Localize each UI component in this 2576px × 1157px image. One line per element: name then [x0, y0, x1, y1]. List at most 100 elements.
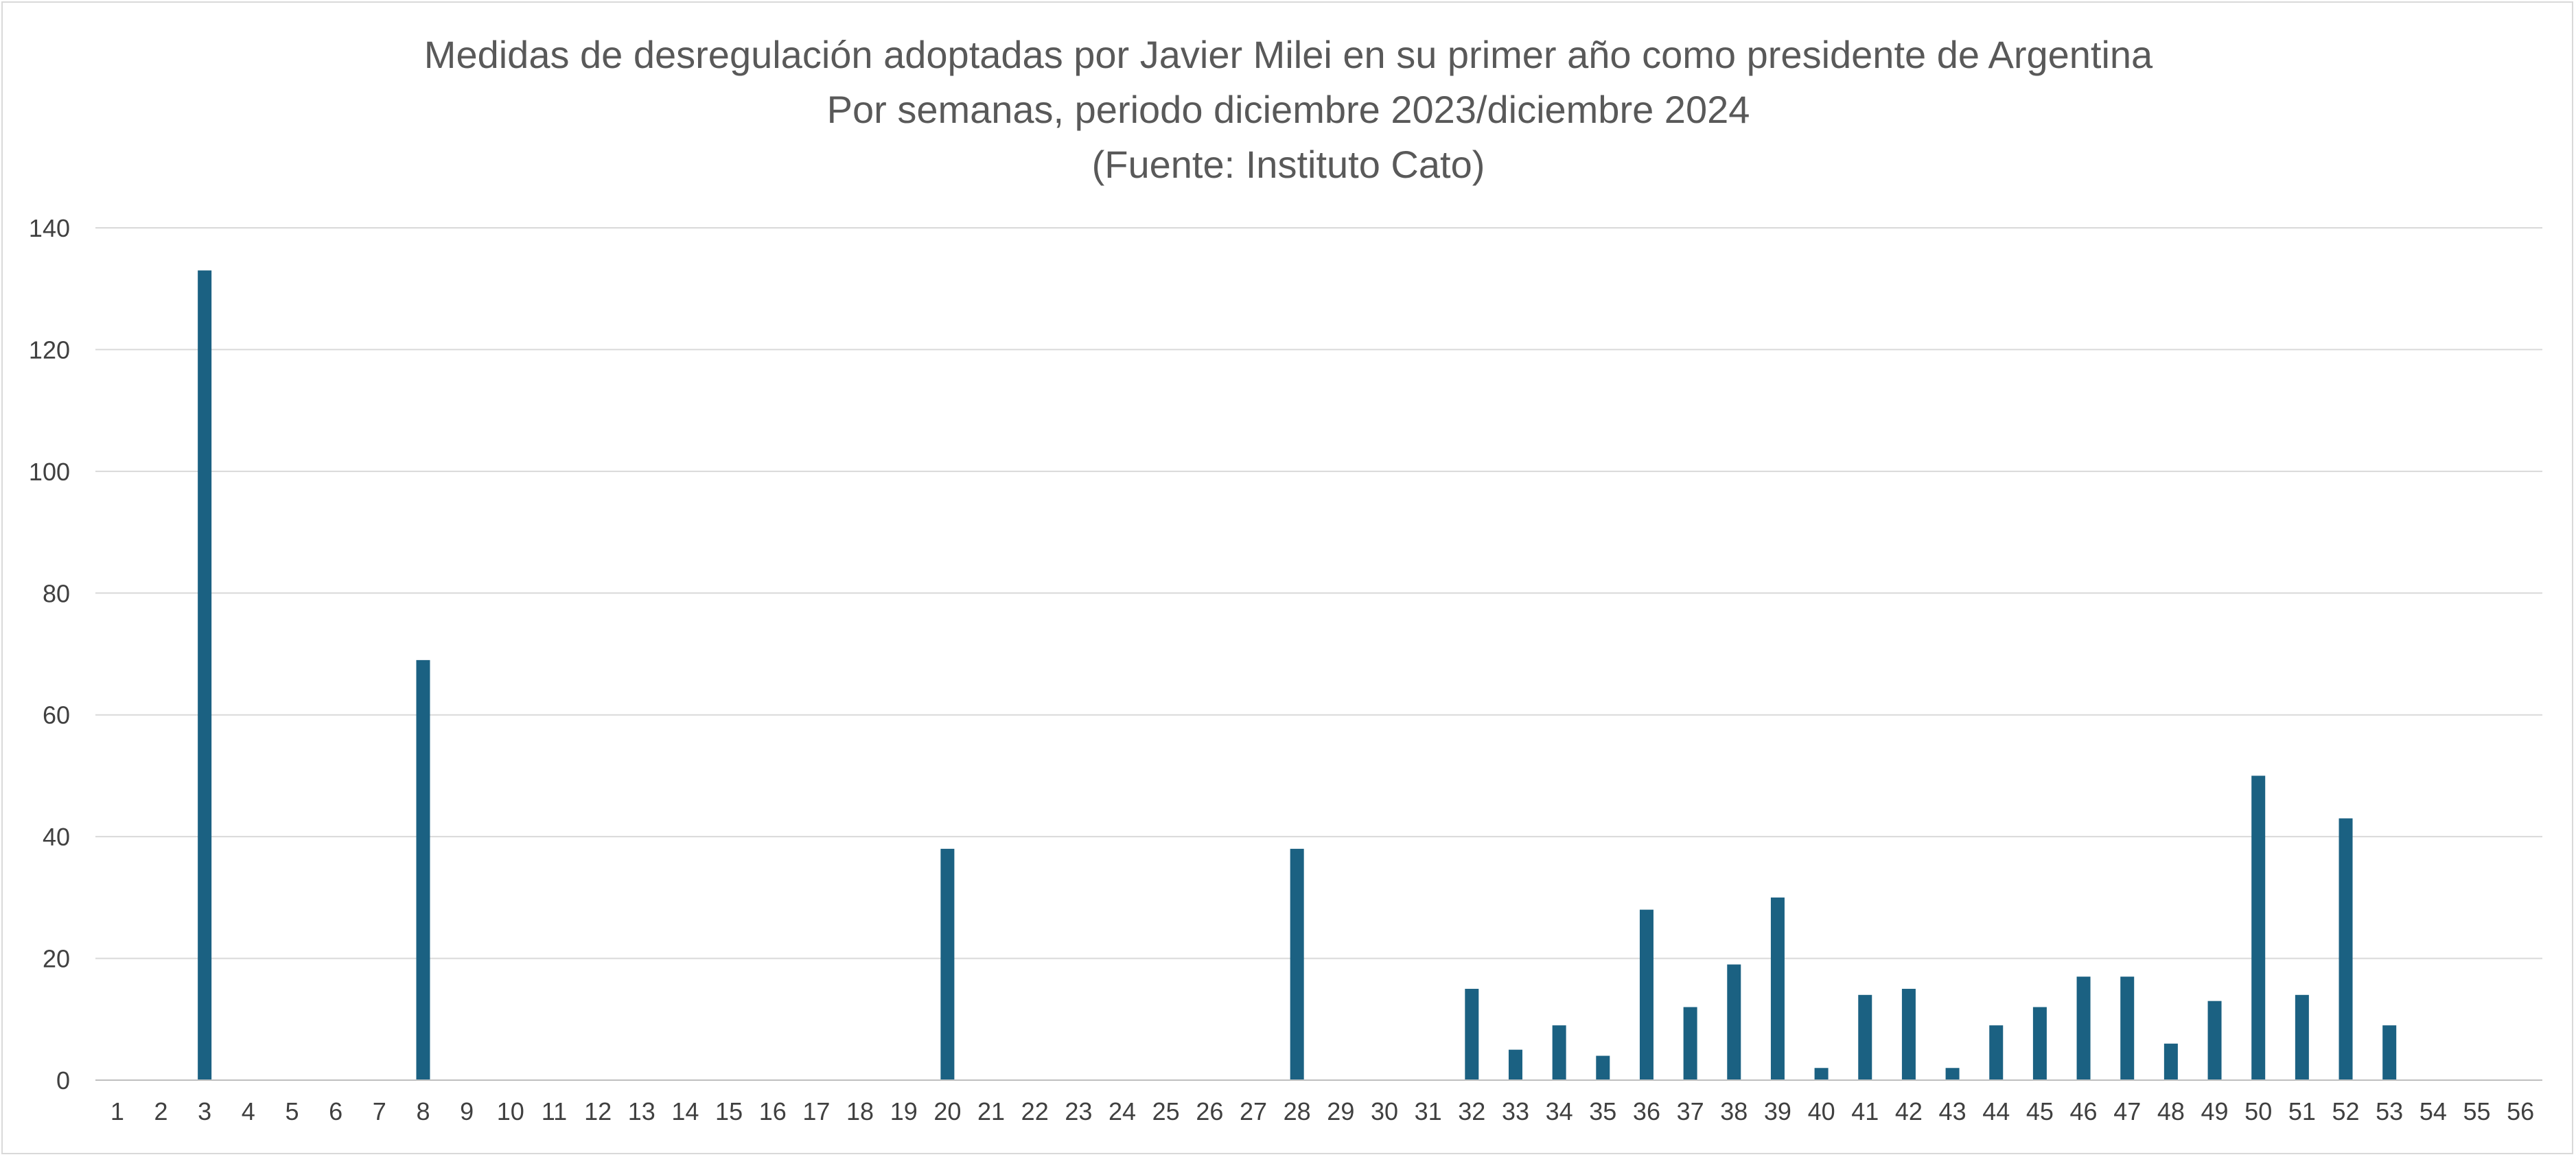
bar-week-52: [2339, 818, 2353, 1080]
bar-week-41: [1858, 994, 1872, 1080]
x-tick-label-34: 34: [1546, 1097, 1573, 1125]
x-tick-label-47: 47: [2113, 1097, 2141, 1125]
y-tick-label-80: 80: [43, 579, 70, 607]
x-tick-label-41: 41: [1851, 1097, 1879, 1125]
x-tick-label-27: 27: [1240, 1097, 1267, 1125]
x-tick-label-52: 52: [2332, 1097, 2360, 1125]
x-tick-label-14: 14: [671, 1097, 699, 1125]
bar-week-32: [1465, 988, 1479, 1080]
x-tick-label-39: 39: [1764, 1097, 1791, 1125]
x-tick-label-9: 9: [460, 1097, 474, 1125]
bar-week-38: [1727, 964, 1741, 1080]
x-tick-label-13: 13: [628, 1097, 655, 1125]
x-tick-label-30: 30: [1371, 1097, 1398, 1125]
x-tick-label-22: 22: [1021, 1097, 1049, 1125]
x-tick-label-50: 50: [2244, 1097, 2272, 1125]
x-tick-label-33: 33: [1502, 1097, 1529, 1125]
bar-week-20: [940, 848, 955, 1080]
bar-week-8: [416, 659, 430, 1080]
y-axis-tick-labels: 0 20 40 60 80 100 120 140: [29, 214, 70, 1095]
bar-week-40: [1814, 1068, 1829, 1080]
bar-week-42: [1901, 988, 1916, 1080]
x-tick-label-26: 26: [1196, 1097, 1223, 1125]
bar-week-45: [2032, 1007, 2047, 1080]
y-tick-label-100: 100: [29, 458, 70, 486]
x-tick-label-43: 43: [1939, 1097, 1966, 1125]
bar-week-53: [2382, 1025, 2397, 1080]
x-tick-label-54: 54: [2420, 1097, 2447, 1125]
x-tick-label-8: 8: [416, 1097, 430, 1125]
chart-title: Medidas de desregulación adoptadas por J…: [424, 33, 2153, 186]
x-tick-label-24: 24: [1109, 1097, 1136, 1125]
bar-week-39: [1770, 897, 1785, 1080]
x-axis-tick-labels: 1 2 3 4 5 6 7 8 9 10 11 12 13 14 15 16 17 18 19 20 21 22 23 24 2…: [111, 1097, 2534, 1125]
x-tick-label-17: 17: [802, 1097, 830, 1125]
x-tick-label-18: 18: [846, 1097, 874, 1125]
x-tick-label-48: 48: [2157, 1097, 2185, 1125]
bar-week-3: [198, 270, 212, 1081]
y-tick-label-20: 20: [43, 945, 70, 973]
bar-chart: Medidas de desregulación adoptadas por J…: [29, 33, 2542, 1125]
x-tick-label-45: 45: [2026, 1097, 2054, 1125]
x-tick-label-6: 6: [329, 1097, 343, 1125]
x-tick-label-4: 4: [242, 1097, 255, 1125]
x-tick-label-5: 5: [285, 1097, 299, 1125]
x-tick-label-7: 7: [373, 1097, 386, 1125]
x-tick-label-23: 23: [1065, 1097, 1092, 1125]
bar-week-43: [1945, 1068, 1960, 1080]
x-tick-label-51: 51: [2288, 1097, 2316, 1125]
bar-week-36: [1639, 909, 1653, 1080]
y-tick-label-0: 0: [56, 1066, 70, 1095]
bar-week-28: [1290, 848, 1304, 1080]
x-tick-label-44: 44: [1982, 1097, 2010, 1125]
y-tick-label-40: 40: [43, 823, 70, 851]
x-tick-label-42: 42: [1895, 1097, 1923, 1125]
y-tick-label-60: 60: [43, 701, 70, 729]
x-tick-label-29: 29: [1327, 1097, 1354, 1125]
x-tick-label-31: 31: [1415, 1097, 1442, 1125]
chart-title-line-3: (Fuente: Instituto Cato): [1092, 143, 1485, 186]
x-tick-label-46: 46: [2070, 1097, 2098, 1125]
x-tick-label-19: 19: [890, 1097, 918, 1125]
x-tick-label-1: 1: [111, 1097, 124, 1125]
x-tick-label-35: 35: [1589, 1097, 1616, 1125]
y-tick-label-140: 140: [29, 214, 70, 242]
chart-title-line-1: Medidas de desregulación adoptadas por J…: [424, 33, 2153, 76]
x-tick-label-12: 12: [584, 1097, 612, 1125]
x-tick-label-55: 55: [2463, 1097, 2490, 1125]
bar-week-34: [1552, 1025, 1566, 1080]
x-tick-label-40: 40: [1808, 1097, 1835, 1125]
x-tick-label-2: 2: [154, 1097, 167, 1125]
y-tick-label-120: 120: [29, 336, 70, 364]
x-tick-label-53: 53: [2376, 1097, 2403, 1125]
bar-week-51: [2295, 994, 2309, 1080]
x-tick-label-25: 25: [1152, 1097, 1180, 1125]
bar-week-48: [2163, 1043, 2178, 1080]
x-tick-label-28: 28: [1284, 1097, 1311, 1125]
x-tick-label-10: 10: [497, 1097, 524, 1125]
bar-series: [198, 270, 2397, 1081]
x-tick-label-16: 16: [759, 1097, 787, 1125]
x-tick-label-32: 32: [1458, 1097, 1485, 1125]
bar-week-35: [1596, 1055, 1610, 1080]
bar-week-37: [1683, 1007, 1697, 1080]
bar-week-49: [2207, 1001, 2222, 1080]
bar-week-44: [1989, 1025, 2004, 1080]
bar-week-50: [2251, 775, 2266, 1080]
x-tick-label-38: 38: [1720, 1097, 1748, 1125]
x-tick-label-3: 3: [198, 1097, 211, 1125]
bar-week-33: [1508, 1049, 1522, 1080]
x-tick-label-21: 21: [977, 1097, 1005, 1125]
x-tick-label-15: 15: [715, 1097, 743, 1125]
chart-title-line-2: Por semanas, periodo diciembre 2023/dici…: [827, 88, 1750, 131]
x-tick-label-49: 49: [2201, 1097, 2229, 1125]
x-tick-label-11: 11: [542, 1097, 567, 1125]
x-tick-label-36: 36: [1633, 1097, 1660, 1125]
bar-week-47: [2120, 977, 2135, 1080]
x-tick-label-20: 20: [933, 1097, 961, 1125]
x-tick-label-56: 56: [2507, 1097, 2534, 1125]
bar-week-46: [2076, 977, 2091, 1080]
x-tick-label-37: 37: [1677, 1097, 1704, 1125]
y-gridlines: [95, 227, 2542, 959]
